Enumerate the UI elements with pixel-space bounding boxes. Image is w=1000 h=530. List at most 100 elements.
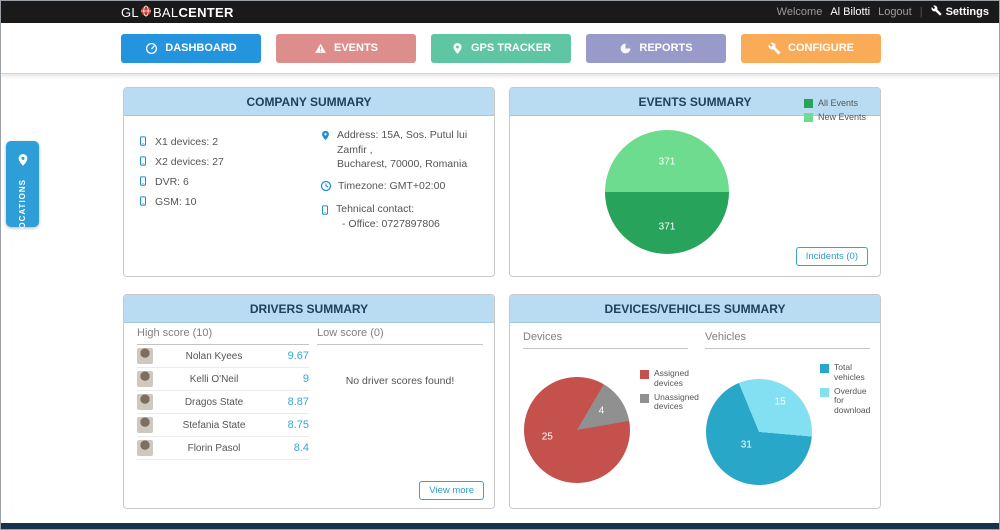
legend-item-assigned[interactable]: Assigned devices bbox=[640, 368, 702, 389]
logout-link[interactable]: Logout bbox=[878, 6, 912, 18]
legend-swatch bbox=[820, 364, 829, 373]
top-bar: GL BAL CENTER Welcome Al Bilotti Logout … bbox=[1, 1, 999, 23]
top-bar-menu: Welcome Al Bilotti Logout | Settings bbox=[777, 5, 989, 19]
sidebar-tab-locations[interactable]: LOCATIONS bbox=[6, 141, 39, 235]
driver-row[interactable]: Kelli O'Neil 9 bbox=[137, 368, 309, 391]
pin-icon bbox=[16, 153, 30, 172]
tab-label: CONFIGURE bbox=[788, 42, 854, 54]
driver-avatar bbox=[137, 348, 153, 364]
tab-reports[interactable]: REPORTS bbox=[586, 33, 726, 63]
driver-avatar bbox=[137, 440, 153, 456]
timezone-row: Timezone: GMT+02:00 bbox=[320, 179, 488, 195]
stat-label: X2 devices: 27 bbox=[155, 156, 224, 168]
tab-label: GPS TRACKER bbox=[470, 42, 552, 54]
vehicles-header: Vehicles bbox=[705, 331, 870, 349]
contact-value: - Office: 0727897806 bbox=[342, 217, 440, 230]
stat-row-x1: X1 devices: 2 bbox=[138, 132, 224, 152]
warning-icon bbox=[314, 42, 327, 55]
wrench-icon bbox=[931, 5, 942, 19]
stat-label: DVR: 6 bbox=[155, 176, 189, 188]
devices-header: Devices bbox=[523, 331, 688, 349]
contact-label: Tehnical contact: bbox=[336, 203, 415, 216]
legend-swatch bbox=[820, 387, 829, 397]
driver-row[interactable]: Nolan Kyees 9.67 bbox=[137, 345, 309, 368]
settings-label: Settings bbox=[945, 6, 989, 18]
legend-label: Unassigned devices bbox=[654, 391, 699, 412]
tab-label: EVENTS bbox=[333, 42, 378, 54]
stat-row-x2: X2 devices: 27 bbox=[138, 152, 224, 172]
vehicles-pie-chart[interactable]: 31 15 bbox=[706, 379, 812, 485]
address-text: Address: 15A, Sos. Putul lui Zamfir , Bu… bbox=[337, 128, 488, 172]
locations-tab-label: LOCATIONS bbox=[18, 179, 27, 235]
pie-value-assigned: 25 bbox=[541, 431, 553, 443]
pie-value-new-events: 371 bbox=[658, 156, 676, 168]
driver-name: Nolan Kyees bbox=[185, 350, 243, 362]
stat-label: X1 devices: 2 bbox=[155, 136, 219, 148]
driver-score: 9.67 bbox=[287, 350, 309, 362]
tab-events[interactable]: EVENTS bbox=[276, 33, 416, 63]
tab-configure[interactable]: CONFIGURE bbox=[741, 33, 881, 63]
footer-bar bbox=[1, 523, 999, 529]
company-summary-panel: COMPANY SUMMARY X1 devices: 2 X2 devices… bbox=[123, 87, 495, 277]
tab-gps-tracker[interactable]: GPS TRACKER bbox=[431, 33, 571, 63]
driver-row[interactable]: Stefania State 8.75 bbox=[137, 414, 309, 437]
tab-label: DASHBOARD bbox=[165, 42, 237, 54]
welcome-label: Welcome bbox=[776, 6, 823, 18]
low-score-header: Low score (0) bbox=[317, 327, 483, 345]
globe-icon bbox=[139, 5, 153, 20]
legend-label: Overdue for download bbox=[834, 385, 871, 416]
vehicles-legend: Total vehicles Overdue for download bbox=[820, 362, 876, 416]
events-legend: All Events New Events bbox=[803, 98, 866, 123]
drivers-summary-panel: DRIVERS SUMMARY High score (10) Nolan Ky… bbox=[123, 294, 495, 509]
panel-title: COMPANY SUMMARY bbox=[124, 88, 494, 116]
driver-name: Kelli O'Neil bbox=[189, 373, 239, 385]
tab-dashboard[interactable]: DASHBOARD bbox=[121, 33, 261, 63]
low-score-column: Low score (0) No driver scores found! bbox=[317, 327, 483, 387]
driver-row[interactable]: Dragos State 8.87 bbox=[137, 391, 309, 414]
settings-link[interactable]: Settings bbox=[931, 5, 989, 19]
menu-separator: | bbox=[919, 6, 923, 18]
driver-avatar bbox=[137, 394, 153, 410]
stat-row-dvr: DVR: 6 bbox=[138, 172, 224, 192]
pie-value-total: 31 bbox=[740, 439, 752, 451]
driver-name: Dragos State bbox=[184, 396, 244, 408]
driver-score: 9 bbox=[302, 373, 309, 385]
driver-name: Stefania State bbox=[182, 419, 246, 431]
tab-label: REPORTS bbox=[639, 42, 693, 54]
company-info-column: Address: 15A, Sos. Putul lui Zamfir , Bu… bbox=[320, 128, 488, 238]
legend-item-unassigned[interactable]: Unassigned devices bbox=[640, 391, 702, 413]
legend-item-overdue[interactable]: Overdue for download bbox=[820, 385, 876, 416]
brand-text-mid: BAL bbox=[152, 4, 179, 20]
legend-item-all-events[interactable]: All Events bbox=[803, 98, 866, 108]
incidents-button[interactable]: Incidents (0) bbox=[795, 247, 868, 266]
wrench-icon bbox=[768, 42, 781, 55]
legend-item-total-vehicles[interactable]: Total vehicles bbox=[820, 362, 876, 383]
driver-score: 8.75 bbox=[287, 419, 309, 431]
user-name[interactable]: Al Bilotti bbox=[830, 6, 871, 18]
view-more-button[interactable]: View more bbox=[419, 481, 484, 500]
driver-avatar bbox=[137, 417, 153, 433]
driver-score: 8.87 bbox=[287, 396, 309, 408]
address-row: Address: 15A, Sos. Putul lui Zamfir , Bu… bbox=[320, 128, 488, 172]
legend-swatch bbox=[803, 113, 813, 123]
high-score-header: High score (10) bbox=[137, 327, 309, 345]
no-scores-message: No driver scores found! bbox=[345, 375, 455, 387]
address-line1: Address: 15A, Sos. Putul lui Zamfir , bbox=[337, 129, 468, 156]
timezone-text: Timezone: GMT+02:00 bbox=[338, 180, 446, 193]
device-icon bbox=[138, 174, 148, 191]
legend-item-new-events[interactable]: New Events bbox=[803, 112, 866, 123]
devices-pie-chart[interactable]: 25 4 bbox=[524, 377, 630, 483]
devices-legend: Assigned devices Unassigned devices bbox=[640, 368, 702, 413]
device-icon bbox=[138, 134, 148, 151]
events-pie-chart[interactable]: 371 371 bbox=[605, 130, 729, 254]
panel-title: DEVICES/VEHICLES SUMMARY bbox=[510, 295, 880, 323]
panel-title: DRIVERS SUMMARY bbox=[124, 295, 494, 323]
legend-swatch bbox=[803, 99, 813, 108]
pie-icon bbox=[619, 42, 632, 55]
driver-row[interactable]: Florin Pasol 8.4 bbox=[137, 437, 309, 460]
main-content: LOCATIONS COMPANY SUMMARY X1 devices: 2 … bbox=[1, 73, 999, 523]
device-icon bbox=[138, 154, 148, 171]
pin-icon bbox=[320, 128, 331, 172]
legend-label: All Events bbox=[817, 98, 858, 108]
